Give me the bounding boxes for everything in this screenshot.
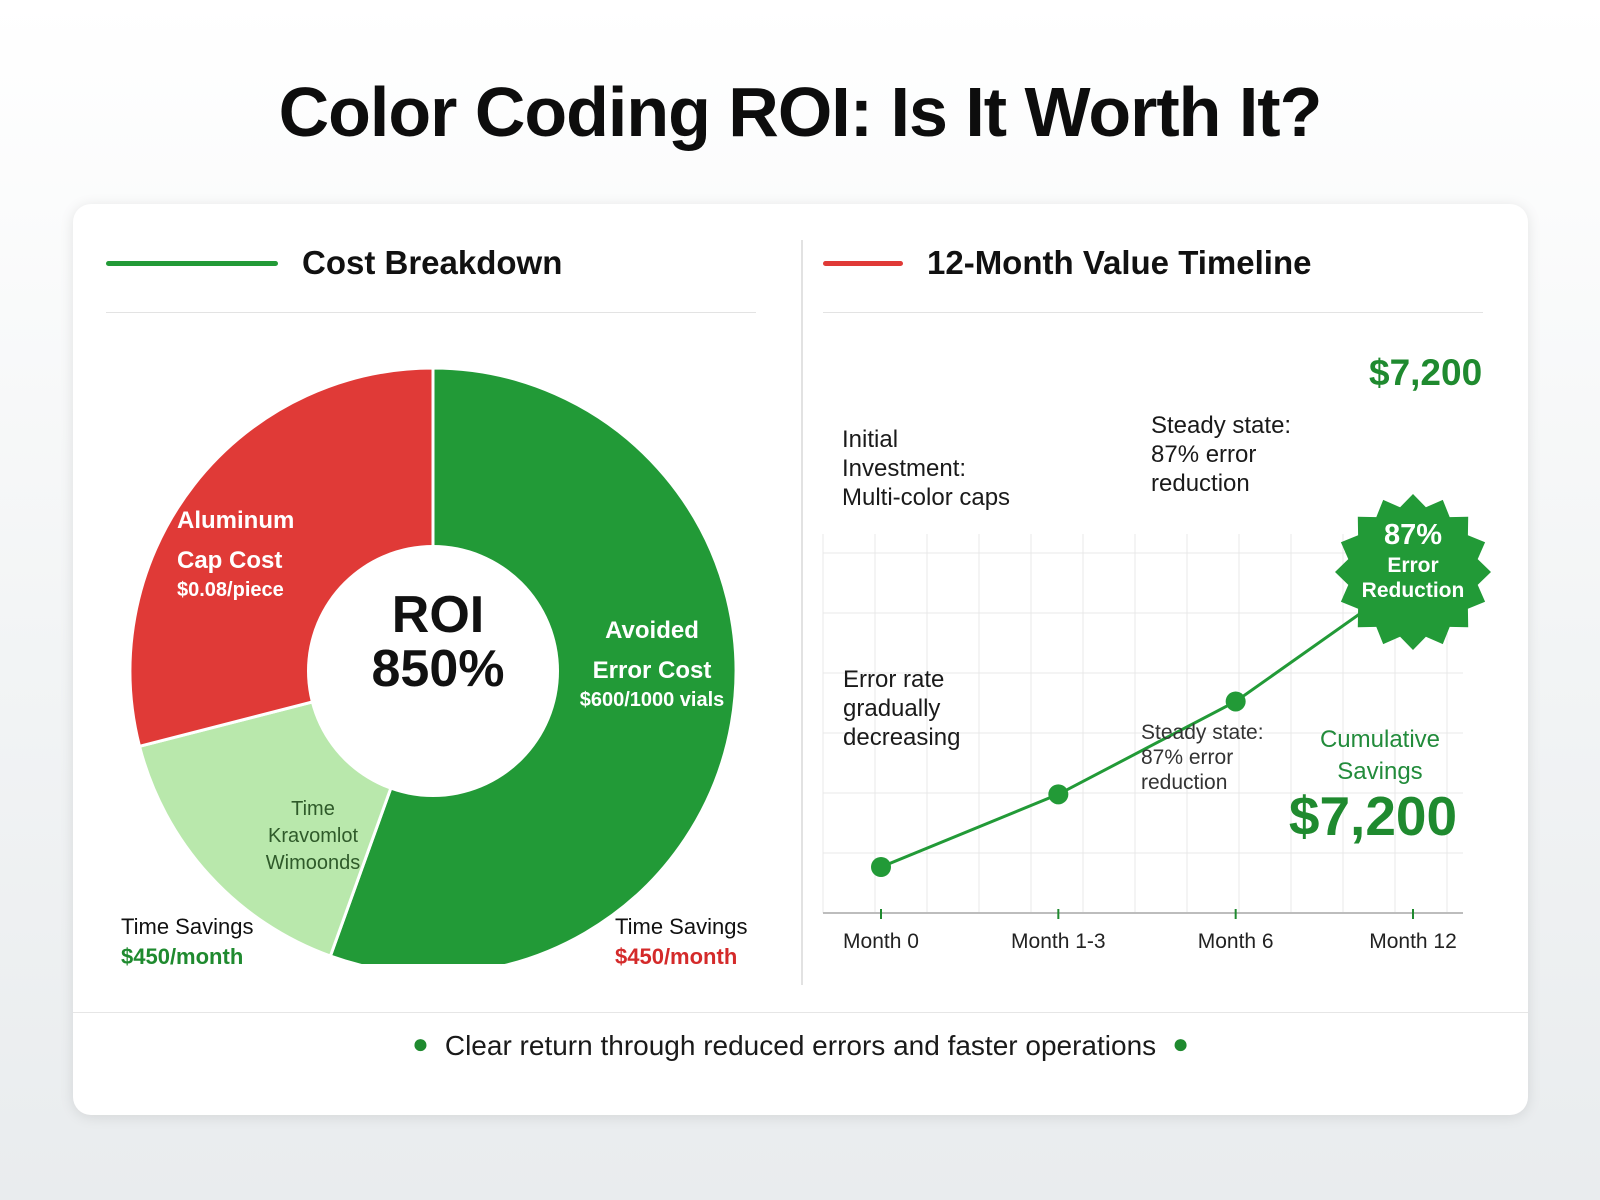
value-series-line: [880, 575, 1414, 869]
time-text-line3: Wimoonds: [265, 852, 361, 874]
time-text-line2: Kravomlot: [267, 825, 359, 847]
time-savings-right-value: $450/month: [615, 943, 738, 969]
page-title: Color Coding ROI: Is It Worth It?: [278, 73, 1323, 151]
timeline-header: 12-Month Value Timeline: [823, 244, 1311, 282]
x-tick-label: Month 0: [843, 930, 919, 953]
green-accent-line: [106, 260, 278, 266]
pie-center-hole: [307, 545, 559, 797]
x-tick-label: Month 1-3: [1011, 930, 1106, 953]
avoided-text: Avoided: [605, 617, 699, 644]
roi-center-label: ROI 850%: [318, 588, 558, 696]
initial-investment-note: Initial Investment: Multi-color caps: [842, 426, 1011, 511]
steady-state-note-top: Steady state: 87% error reduction: [1151, 412, 1292, 497]
badge-text: 87% Error Reduction: [1335, 518, 1491, 603]
bullet-dot-left: ●: [411, 1028, 429, 1059]
right-header-divider: [823, 312, 1483, 313]
badge-seal-shape: [1335, 494, 1491, 650]
avoided-slice-label: Avoided Error Cost $600/1000 vials: [557, 616, 747, 713]
footer: ● Clear return through reduced errors and…: [73, 1028, 1528, 1062]
cumulative-savings-label: Cumulative Savings: [1319, 726, 1441, 786]
time-savings-right: Time Savings $450/month: [615, 912, 747, 971]
badge-line2: Error: [1387, 553, 1439, 577]
data-point-1: [1048, 784, 1069, 805]
cap-cost-value: $0.08/piece: [177, 579, 284, 601]
cumulative-savings-value: $7,200: [1288, 785, 1458, 847]
top-value-label: $7,200: [1369, 352, 1483, 393]
x-tick-label: Month 12: [1369, 930, 1457, 953]
data-point-2: [1225, 691, 1246, 712]
error-cost-value: $600/1000 vials: [579, 689, 725, 711]
error-cost-text: Error Cost: [592, 657, 712, 684]
error-reduction-badge: [1335, 494, 1491, 650]
time-text: Time: [291, 798, 335, 820]
roi-card: Cost Breakdown 12-Month Value Timeline R…: [73, 204, 1528, 1115]
time-savings-left: Time Savings $450/month: [121, 912, 253, 971]
red-accent-line: [823, 260, 903, 266]
x-tick-label: Month 6: [1197, 930, 1274, 953]
cost-breakdown-title: Cost Breakdown: [302, 244, 563, 281]
roi-line2: 850%: [371, 640, 505, 698]
time-savings-right-label: Time Savings: [615, 914, 748, 939]
cap-cost-text: Cap Cost: [177, 547, 283, 574]
badge-pct: 87%: [1383, 519, 1443, 551]
aluminum-text: Aluminum: [177, 507, 295, 534]
cost-pie-chart: [128, 366, 738, 964]
time-slice-label: Time Kravomlot Wimoonds: [243, 796, 383, 877]
data-point-0: [871, 857, 891, 877]
panel-divider: [801, 240, 803, 985]
error-rate-note: Error rate gradually decreasing: [843, 666, 961, 751]
footer-divider: [73, 1012, 1528, 1013]
time-savings-left-value: $450/month: [121, 943, 244, 969]
timeline-title: 12-Month Value Timeline: [927, 244, 1312, 281]
aluminum-slice-label: Aluminum Cap Cost $0.08/piece: [177, 506, 294, 603]
badge-line3: Reduction: [1361, 578, 1465, 602]
roi-line1: ROI: [391, 586, 485, 644]
footer-text: Clear return through reduced errors and …: [444, 1030, 1157, 1061]
value-timeline-chart: [822, 534, 1463, 919]
steady-state-note-mid: Steady state: 87% error reduction: [1141, 721, 1264, 795]
bullet-dot-right: ●: [1172, 1028, 1190, 1059]
time-savings-left-label: Time Savings: [121, 914, 254, 939]
left-header-divider: [106, 312, 756, 313]
cost-breakdown-header: Cost Breakdown: [106, 244, 562, 282]
